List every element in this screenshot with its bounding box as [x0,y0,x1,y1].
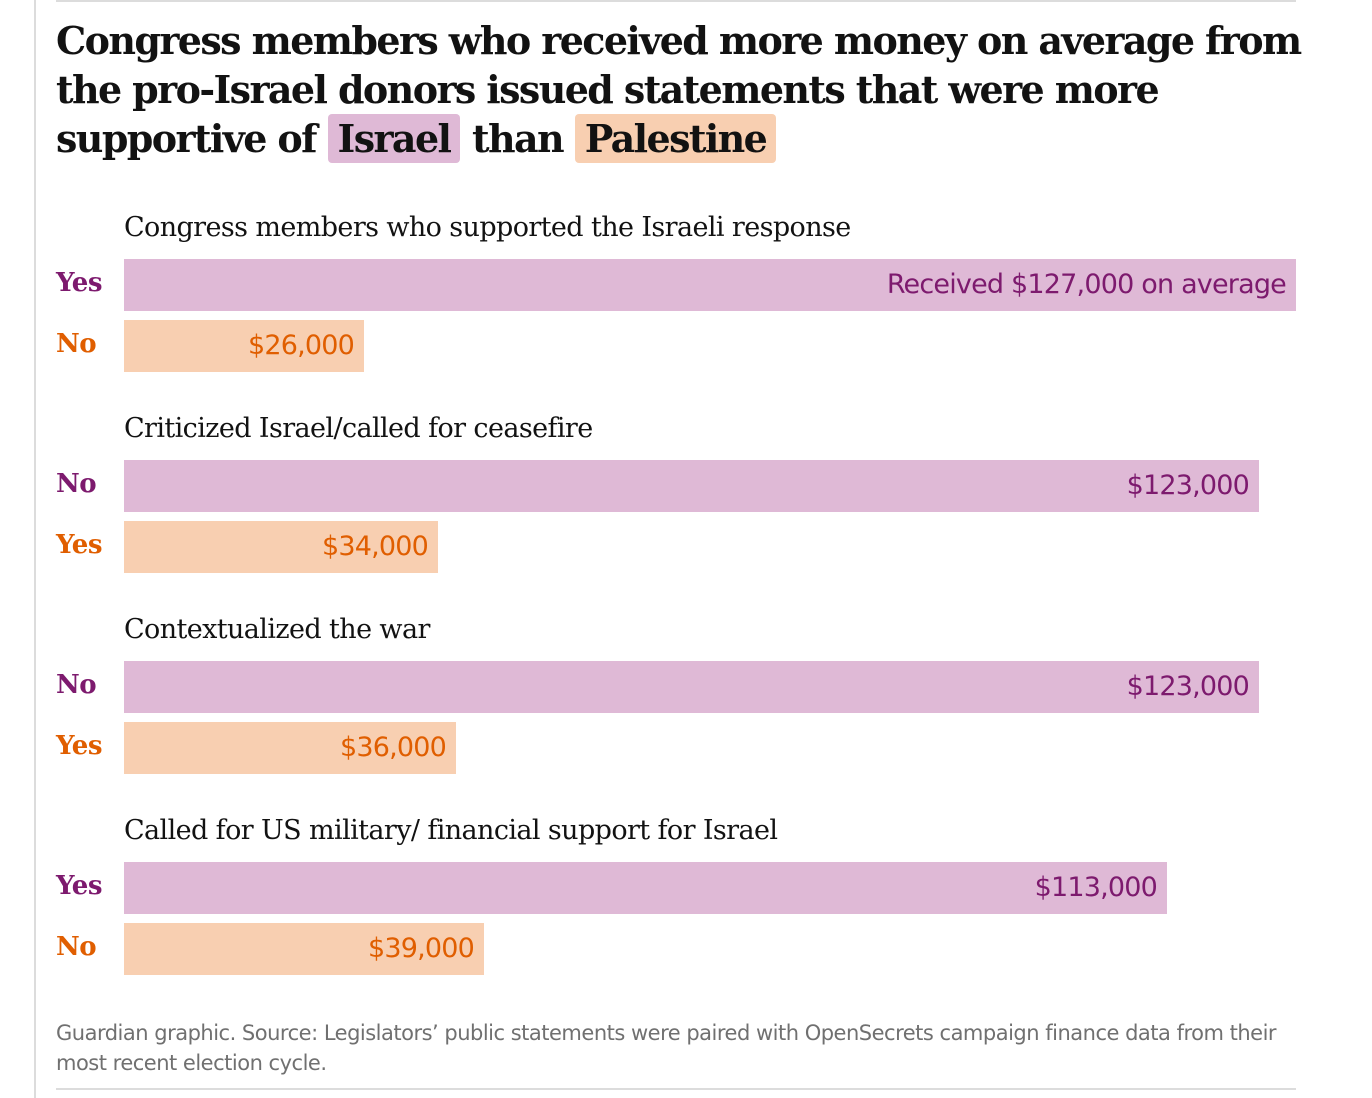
row-label: Yes [56,731,102,761]
palestine-bar [124,521,438,573]
palestine-bar [124,722,456,774]
bar-value-label: $36,000 [339,732,447,763]
title-prefix: Congress members who received more money… [56,18,1302,161]
row-label: No [56,932,97,962]
row-label: No [56,469,97,499]
row-label: Yes [56,530,102,560]
israel-highlight: Israel [327,114,461,163]
group-title: Contextualized the war [124,614,430,645]
palestine-bar [124,923,484,975]
row-label: Yes [56,268,102,298]
row-label: No [56,670,97,700]
top-divider [56,0,1296,2]
bar-value-label: $123,000 [1126,671,1250,702]
bar-value-label: Received $127,000 on average [886,269,1287,300]
bar-value-label: $39,000 [367,933,475,964]
group-title: Called for US military/ financial suppor… [124,815,778,846]
palestine-highlight: Palestine [574,114,777,163]
bar-value-label: $123,000 [1126,470,1250,501]
group-title: Criticized Israel/called for ceasefire [124,413,593,444]
bottom-divider [56,1088,1296,1090]
row-label: Yes [56,871,102,901]
bar-value-label: $34,000 [321,531,429,562]
bar-value-label: $26,000 [247,330,355,361]
source-note: Guardian graphic. Source: Legislators’ p… [56,1021,1277,1075]
israel-bar [124,661,1259,713]
title-middle: than [472,116,565,161]
palestine-bar [124,320,364,372]
row-label: No [56,329,97,359]
left-border [34,0,36,1098]
group-title: Congress members who supported the Israe… [124,212,851,243]
bar-value-label: $113,000 [1034,872,1158,903]
israel-bar [124,460,1259,512]
israel-bar [124,862,1167,914]
chart-title: Congress members who received more money… [56,16,1316,163]
israel-bar [124,259,1296,311]
